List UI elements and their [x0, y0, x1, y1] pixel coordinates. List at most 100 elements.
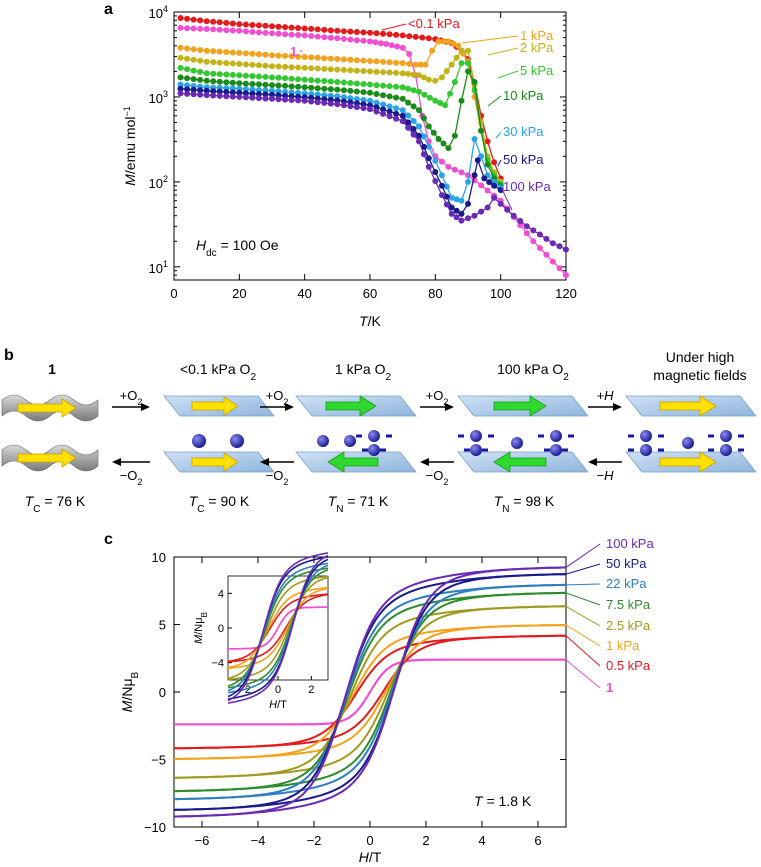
inset-branch [227, 587, 329, 670]
label-leader [500, 186, 513, 211]
x-tick-label: 60 [363, 286, 377, 301]
data-point [437, 100, 444, 106]
data-point [262, 73, 269, 80]
data-point [393, 105, 400, 112]
data-point [334, 66, 341, 73]
inset-branch [227, 554, 329, 704]
data-point [380, 30, 387, 37]
data-point [420, 115, 427, 122]
data-point [295, 83, 302, 90]
data-point [440, 38, 447, 45]
scheme-layer-100kPaO2 [457, 395, 589, 473]
data-point [458, 197, 465, 204]
data-point [549, 240, 556, 247]
legend-label: 2.5 kPa [606, 618, 651, 633]
data-point [451, 79, 458, 85]
data-point [416, 132, 422, 139]
data-point [412, 33, 419, 40]
data-point [367, 38, 373, 45]
data-point [288, 24, 295, 31]
data-point [453, 214, 460, 221]
data-point [236, 85, 243, 92]
data-point [308, 65, 315, 72]
data-point [203, 92, 210, 99]
data-point [184, 75, 191, 82]
oxygen-molecule-icon [640, 444, 652, 456]
data-point [255, 81, 262, 88]
hysteresis-branch [173, 624, 567, 760]
inset-branch [227, 562, 329, 692]
arrow-label-bottom: −O2 [266, 468, 289, 487]
oxygen-molecule-icon [720, 430, 732, 442]
data-point [410, 71, 417, 78]
series-2-kpa [177, 47, 504, 185]
data-point [458, 169, 465, 176]
data-point [380, 69, 387, 76]
data-point [455, 42, 462, 49]
data-point [432, 169, 439, 175]
data-point [216, 88, 223, 95]
hysteresis-branch [174, 658, 566, 726]
data-point [262, 91, 269, 98]
x-tick-label: 80 [428, 286, 442, 301]
data-point [421, 91, 428, 98]
data-point [471, 212, 478, 219]
data-point [236, 89, 243, 96]
data-point [255, 62, 262, 69]
data-point [425, 76, 432, 83]
data-point [383, 41, 390, 47]
data-point [448, 204, 455, 211]
data-point [530, 227, 537, 234]
data-point [177, 44, 184, 51]
data-point [406, 51, 413, 57]
data-point [450, 40, 457, 47]
oxygen-molecule-icon [550, 430, 562, 442]
data-point [236, 49, 243, 56]
data-point [288, 83, 295, 90]
data-point [429, 47, 436, 54]
data-point [425, 155, 432, 162]
data-point [386, 103, 393, 110]
data-point [340, 102, 347, 109]
data-point [295, 97, 302, 104]
data-point [445, 163, 452, 170]
scheme-b: 1 <0.1 kPa O2 1 kPa O2 100 kPa O2 Under … [1, 349, 757, 515]
chart-a-xlabel: T/K [359, 313, 381, 329]
data-point [353, 88, 360, 95]
series-0-5-kpa [173, 634, 567, 750]
data-point [223, 79, 230, 86]
data-point [386, 59, 393, 66]
data-point [536, 231, 543, 238]
data-point [543, 251, 550, 258]
data-point [275, 52, 282, 59]
data-point [410, 131, 417, 138]
inset-x-tick-label: 0 [275, 684, 281, 696]
data-point [367, 29, 373, 36]
x-tick-label: 40 [297, 286, 311, 301]
data-point [269, 82, 275, 89]
data-point [184, 66, 191, 73]
data-point [210, 18, 217, 25]
data-point [536, 245, 543, 251]
data-point [275, 74, 282, 81]
data-point [321, 99, 328, 106]
data-point [465, 178, 471, 185]
data-point [269, 30, 275, 37]
data-point [360, 96, 367, 103]
data-point [216, 59, 223, 66]
data-point [353, 29, 360, 35]
series-line [180, 62, 502, 185]
data-point [448, 194, 455, 201]
data-point [216, 26, 223, 33]
data-point [373, 68, 380, 75]
data-point [190, 76, 197, 83]
inset-branch [227, 586, 329, 669]
data-point [442, 102, 449, 109]
spin-arrow-icon [493, 395, 547, 417]
data-point [269, 23, 275, 30]
data-point [334, 35, 341, 42]
data-point [491, 182, 498, 189]
inset-y-tick-label: 4 [218, 588, 224, 600]
label-leader [497, 159, 502, 167]
